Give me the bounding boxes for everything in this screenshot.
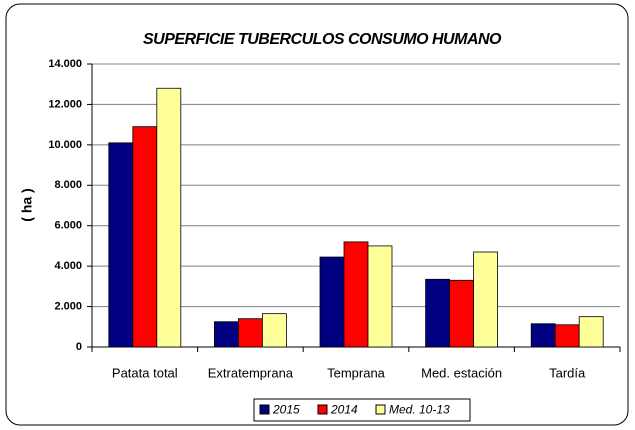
legend-label: 2014 <box>330 403 358 417</box>
legend-label: 2015 <box>272 403 300 417</box>
bar <box>213 321 239 348</box>
y-tick-label: 2.000 <box>54 300 82 312</box>
bar <box>108 142 134 348</box>
bar <box>425 278 451 348</box>
bar <box>367 245 393 348</box>
legend-swatch <box>259 404 270 415</box>
y-tick-label: 4.000 <box>54 260 82 272</box>
bar <box>449 279 475 348</box>
x-tick-label: Med. estación <box>421 365 502 380</box>
bar <box>132 126 158 348</box>
bar <box>261 313 287 348</box>
bar <box>156 87 182 348</box>
y-tick-label: 12.000 <box>48 98 82 110</box>
chart-title: SUPERFICIE TUBERCULOS CONSUMO HUMANO <box>143 31 502 48</box>
y-axis-label: ( ha ) <box>19 188 35 221</box>
bar <box>237 318 263 348</box>
bar <box>343 241 369 348</box>
y-tick-label: 0 <box>76 341 82 353</box>
bar <box>319 256 345 348</box>
x-tick-label: Tardía <box>549 365 586 380</box>
x-tick-label: Patata total <box>112 365 178 380</box>
y-tick-label: 6.000 <box>54 220 82 232</box>
bar <box>530 323 556 348</box>
x-tick-label: Temprana <box>327 365 386 380</box>
legend-label: Med. 10-13 <box>389 403 450 417</box>
bar <box>473 251 499 348</box>
bar <box>578 316 604 348</box>
y-tick-label: 8.000 <box>54 179 82 191</box>
legend-swatch <box>317 404 328 415</box>
chart-border <box>5 3 629 426</box>
y-tick-label: 10.000 <box>48 139 82 151</box>
bar <box>554 324 580 348</box>
y-tick-label: 14.000 <box>48 58 82 70</box>
legend-swatch <box>375 404 386 415</box>
x-tick-label: Extratemprana <box>208 365 294 380</box>
legend-box <box>253 398 471 422</box>
